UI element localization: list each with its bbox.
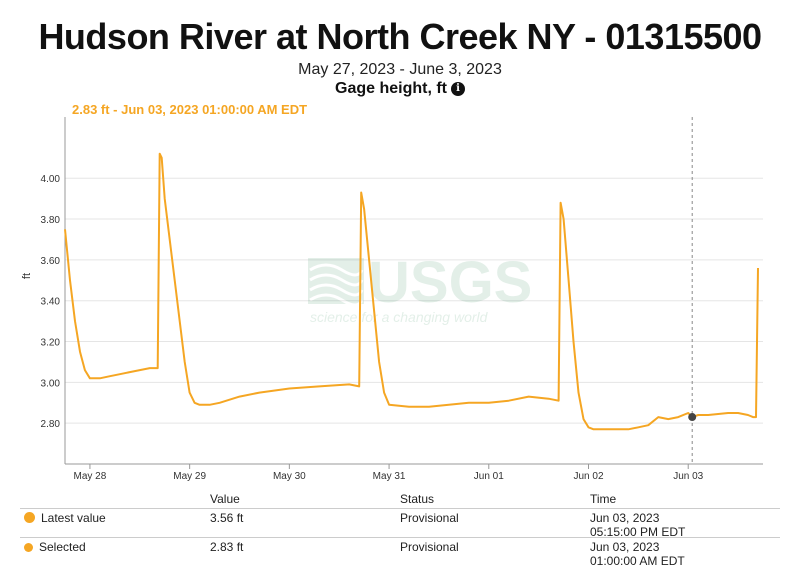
page-title: Hudson River at North Creek NY - 0131550… <box>38 16 762 57</box>
y-tick-label: 3.20 <box>41 338 61 349</box>
gage-height-series-line[interactable] <box>64 152 759 431</box>
y-axis: 2.80 3.00 3.20 3.40 3.60 3.80 4.00 <box>41 117 66 464</box>
parameter-label-row: Gage height, ft i <box>0 80 800 98</box>
y-axis-label: ft <box>21 273 33 279</box>
y-tick-label: 3.60 <box>41 256 61 267</box>
row-time-clock: 01:00:00 AM EDT <box>590 554 685 568</box>
x-tick-label: May 29 <box>173 471 206 482</box>
row-time-clock: 05:15:00 PM EDT <box>590 525 686 539</box>
row-label: Latest value <box>24 511 106 525</box>
header-value: Value <box>210 492 240 506</box>
x-tick-label: Jun 02 <box>573 471 603 482</box>
series-dot-icon <box>24 512 35 523</box>
selected-point-tooltip: 2.83 ft - Jun 03, 2023 01:00:00 AM EDT <box>72 102 308 117</box>
header-status: Status <box>400 492 435 506</box>
date-range-subtitle: May 27, 2023 - June 3, 2023 <box>298 61 502 78</box>
row-time-date: Jun 03, 2023 <box>590 511 660 525</box>
x-tick-label: May 31 <box>373 471 406 482</box>
watermark-tagline: science for a changing world <box>310 309 489 325</box>
selected-marker-layer <box>688 117 697 464</box>
y-tick-label: 3.80 <box>41 215 61 226</box>
watermark-logo-text: USGS <box>368 250 532 315</box>
info-icon[interactable]: i <box>451 82 465 96</box>
x-axis: May 28 May 29 May 30 May 31 Jun 01 Jun 02 Jun … <box>65 463 763 482</box>
x-tick-label: May 28 <box>74 471 107 482</box>
selected-point-marker[interactable] <box>688 413 697 422</box>
row-time-date: Jun 03, 2023 <box>590 540 660 554</box>
grid-lines <box>65 177 763 424</box>
row-value: 3.56 ft <box>210 511 244 525</box>
row-value: 2.83 ft <box>210 540 244 554</box>
y-tick-label: 3.40 <box>41 297 61 308</box>
y-tick-label: 2.80 <box>41 419 61 430</box>
series-layer <box>64 152 759 431</box>
parameter-label: Gage height, ft <box>335 80 447 97</box>
row-status: Provisional <box>400 511 459 525</box>
table-row[interactable]: Selected 2.83 ft Provisional Jun 03, 202… <box>20 537 780 568</box>
y-tick-label: 3.00 <box>41 378 61 389</box>
row-status: Provisional <box>400 540 459 554</box>
x-tick-label: May 30 <box>273 471 306 482</box>
table-row[interactable]: Latest value 3.56 ft Provisional Jun 03,… <box>20 508 780 539</box>
header-time: Time <box>590 492 617 506</box>
x-tick-label: Jun 03 <box>673 471 703 482</box>
x-tick-label: Jun 01 <box>474 471 504 482</box>
usgs-logo-mark <box>308 258 364 304</box>
series-dot-icon <box>24 543 33 552</box>
usgs-watermark: USGS science for a changing world <box>308 250 532 325</box>
row-label: Selected <box>24 540 86 554</box>
hydrograph-chart[interactable]: USGS science for a changing world 2.80 3.… <box>0 0 800 490</box>
y-tick-label: 4.00 <box>41 174 61 185</box>
